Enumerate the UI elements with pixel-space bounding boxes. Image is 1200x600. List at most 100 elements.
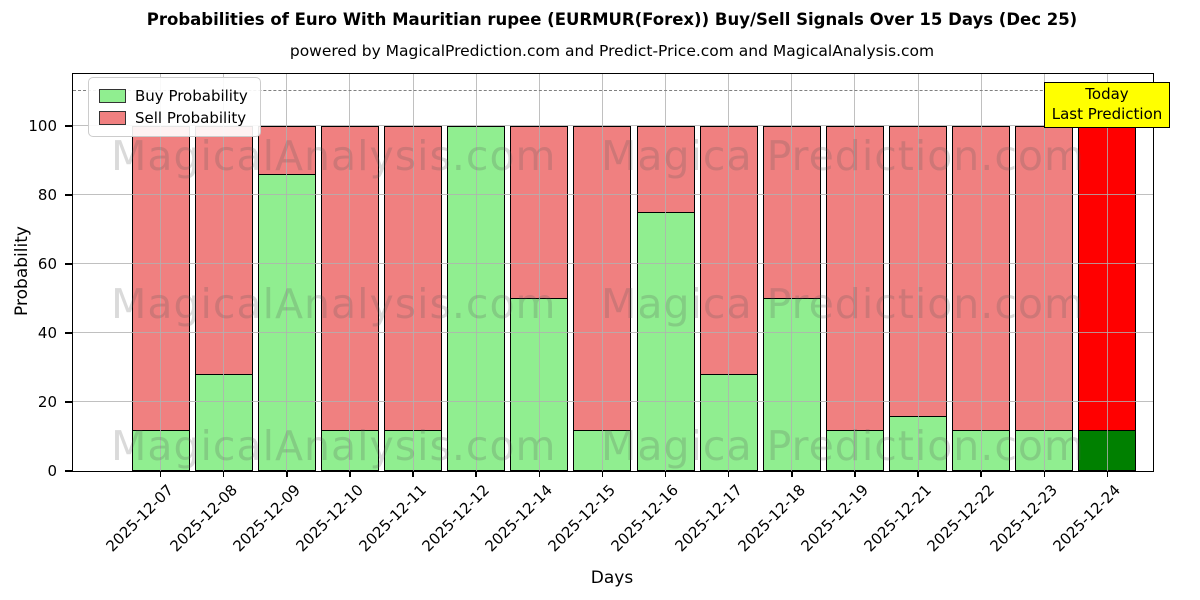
buy-segment-2025-12-23 — [1015, 429, 1074, 471]
x-axis-label: Days — [590, 568, 634, 588]
y-tick-mark — [65, 124, 72, 127]
x-tick-label-2025-12-19: 2025-12-19 — [797, 481, 872, 556]
x-tick-mark — [727, 471, 730, 477]
x-tick-label-2025-12-17: 2025-12-17 — [671, 481, 746, 556]
x-tick-mark — [854, 471, 856, 477]
legend-item-buy: Buy Probability — [99, 85, 248, 107]
x-tick-label-2025-12-11: 2025-12-11 — [355, 481, 430, 556]
x-tick-label-2025-12-14: 2025-12-14 — [481, 481, 557, 556]
buy-segment-2025-12-12 — [447, 125, 506, 471]
sell-swatch-icon — [99, 111, 126, 125]
x-tick-mark — [1106, 471, 1109, 477]
x-tick-mark — [222, 471, 225, 477]
sell-segment-2025-12-07 — [131, 125, 190, 430]
buy-segment-2025-12-08 — [194, 374, 253, 471]
chart-subtitle: powered by MagicalPrediction.com and Pre… — [289, 42, 935, 60]
bar-2025-12-15 — [573, 125, 632, 471]
x-tick-mark — [412, 471, 414, 477]
today-annotation-box: Today Last Prediction — [1044, 82, 1170, 128]
x-tick-mark — [159, 471, 162, 477]
legend-sell-label: Sell Probability — [135, 109, 247, 127]
bar-2025-12-21 — [889, 125, 948, 471]
x-tick-mark — [980, 471, 982, 477]
x-tick-mark — [475, 471, 477, 477]
sell-segment-2025-12-08 — [194, 125, 253, 375]
chart-title: Probabilities of Euro With Mauritian rup… — [146, 10, 1078, 29]
sell-segment-2025-12-10 — [320, 125, 379, 430]
buy-swatch-icon — [99, 89, 126, 103]
y-tick-mark — [65, 470, 72, 472]
buy-segment-2025-12-19 — [825, 429, 884, 471]
y-tick-label: 40 — [37, 323, 57, 342]
y-tick-label: 20 — [37, 392, 57, 411]
buy-segment-2025-12-18 — [762, 298, 821, 471]
x-tick-mark — [349, 471, 351, 477]
buy-segment-2025-12-16 — [636, 212, 695, 471]
x-tick-label-2025-12-16: 2025-12-16 — [607, 481, 683, 556]
sell-segment-2025-12-24 — [1078, 125, 1137, 430]
sell-segment-2025-12-16 — [636, 125, 695, 213]
bar-2025-12-24 — [1078, 125, 1137, 471]
sell-segment-2025-12-23 — [1015, 125, 1074, 430]
y-tick-mark — [65, 401, 72, 403]
buy-segment-2025-12-21 — [889, 415, 948, 471]
bar-2025-12-16 — [636, 125, 695, 471]
bar-2025-12-23 — [1015, 125, 1074, 471]
bar-2025-12-09 — [257, 125, 316, 471]
x-tick-label-2025-12-21: 2025-12-21 — [860, 481, 935, 556]
bar-2025-12-11 — [384, 125, 443, 471]
y-tick-mark — [65, 194, 72, 196]
x-tick-mark — [601, 471, 604, 477]
today-annotation-line1: Today — [1085, 85, 1129, 103]
buy-segment-2025-12-14 — [510, 298, 569, 471]
x-tick-label-2025-12-07: 2025-12-07 — [102, 481, 178, 556]
x-tick-label-2025-12-24: 2025-12-24 — [1049, 481, 1125, 556]
buy-segment-2025-12-09 — [257, 174, 316, 471]
x-tick-label-2025-12-23: 2025-12-23 — [986, 481, 1062, 556]
chart-legend: Buy Probability Sell Probability — [88, 77, 261, 137]
sell-segment-2025-12-09 — [257, 125, 316, 175]
sell-segment-2025-12-11 — [384, 125, 443, 430]
y-tick-mark — [65, 263, 72, 265]
x-tick-mark — [538, 471, 541, 477]
x-tick-label-2025-12-12: 2025-12-12 — [418, 481, 493, 556]
bar-2025-12-14 — [510, 125, 569, 471]
bar-2025-12-22 — [952, 125, 1011, 471]
buy-segment-2025-12-17 — [699, 374, 758, 471]
y-tick-mark — [65, 332, 72, 334]
bar-2025-12-08 — [194, 125, 253, 471]
today-annotation-line2: Last Prediction — [1051, 105, 1163, 123]
bar-2025-12-18 — [762, 125, 821, 471]
x-tick-label-2025-12-15: 2025-12-15 — [544, 481, 620, 556]
buy-segment-2025-12-15 — [573, 429, 632, 471]
buy-segment-2025-12-22 — [952, 429, 1011, 471]
sell-segment-2025-12-22 — [952, 125, 1011, 430]
x-tick-label-2025-12-22: 2025-12-22 — [923, 481, 998, 556]
y-tick-label: 100 — [28, 116, 57, 135]
y-tick-label: 80 — [37, 185, 57, 204]
sell-segment-2025-12-18 — [762, 125, 821, 299]
buy-segment-2025-12-07 — [131, 429, 190, 471]
x-tick-mark — [1043, 471, 1046, 477]
buy-segment-2025-12-11 — [384, 429, 443, 471]
bar-2025-12-19 — [825, 125, 884, 471]
sell-segment-2025-12-17 — [699, 125, 758, 375]
y-tick-label: 60 — [37, 254, 57, 273]
sell-segment-2025-12-19 — [825, 125, 884, 430]
y-tick-label: 0 — [47, 462, 57, 480]
plot-area: MagicalAnalysis.com Magica Prediction.co… — [28, 73, 1170, 555]
bar-2025-12-07 — [131, 125, 190, 471]
sell-segment-2025-12-14 — [510, 125, 569, 299]
bar-2025-12-12 — [447, 125, 506, 471]
bar-2025-12-17 — [699, 125, 758, 471]
bar-2025-12-10 — [320, 125, 379, 471]
x-tick-mark — [286, 471, 288, 477]
buy-segment-2025-12-24 — [1078, 429, 1137, 471]
x-tick-mark — [791, 471, 793, 477]
x-tick-mark — [664, 471, 667, 477]
x-tick-label-2025-12-10: 2025-12-10 — [292, 481, 367, 556]
x-tick-mark — [917, 471, 919, 477]
threshold-dashed-line — [73, 90, 1153, 92]
buy-segment-2025-12-10 — [320, 429, 379, 471]
